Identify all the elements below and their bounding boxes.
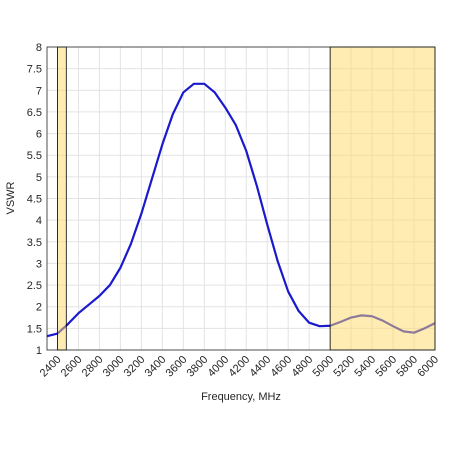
y-tick-label: 5.5 [27, 150, 42, 162]
band [57, 46, 67, 351]
x-tick-label: 4400 [248, 354, 274, 380]
y-tick-label: 1 [36, 345, 42, 357]
x-tick-label: 3000 [101, 354, 127, 380]
x-tick-label: 4200 [227, 354, 253, 380]
y-tick-label: 5 [36, 172, 42, 184]
y-tick-label: 3.5 [27, 237, 42, 249]
y-tick-label: 4 [36, 215, 42, 227]
x-tick-label: 2400 [38, 354, 64, 380]
y-tick-label: 3 [36, 258, 42, 270]
x-tick-label: 5800 [394, 354, 420, 380]
x-tick-label: 6000 [415, 354, 441, 380]
x-tick-label: 4000 [206, 354, 232, 380]
y-tick-label: 4.5 [27, 194, 42, 206]
x-tick-label: 2600 [59, 354, 85, 380]
y-tick-label: 1.5 [27, 323, 42, 335]
y-tick-label: 7.5 [27, 64, 42, 76]
x-tick-label: 5200 [331, 354, 357, 380]
x-tick-label: 2800 [80, 354, 106, 380]
y-tick-label: 6 [36, 129, 42, 141]
x-tick-label: 3400 [143, 354, 169, 380]
y-tick-label: 6.5 [27, 107, 42, 119]
y-tick-label: 2 [36, 302, 42, 314]
x-tick-label: 3200 [122, 354, 148, 380]
y-axis-label: VSWR [5, 181, 17, 214]
y-tick-label: 7 [36, 85, 42, 97]
x-tick-label: 3800 [185, 354, 211, 380]
x-axis-label: Frequency, MHz [201, 391, 281, 403]
x-tick-label: 5600 [373, 354, 399, 380]
axes-box [46, 46, 436, 351]
y-tick-label: 2.5 [27, 280, 42, 292]
x-tick-label: 3600 [164, 354, 190, 380]
x-tick-label: 4800 [289, 354, 315, 380]
x-tick-label: 4600 [269, 354, 295, 380]
band [329, 46, 436, 351]
x-tick-label: 5400 [352, 354, 378, 380]
x-tick-label: 5000 [310, 354, 336, 380]
y-tick-label: 8 [36, 42, 42, 54]
